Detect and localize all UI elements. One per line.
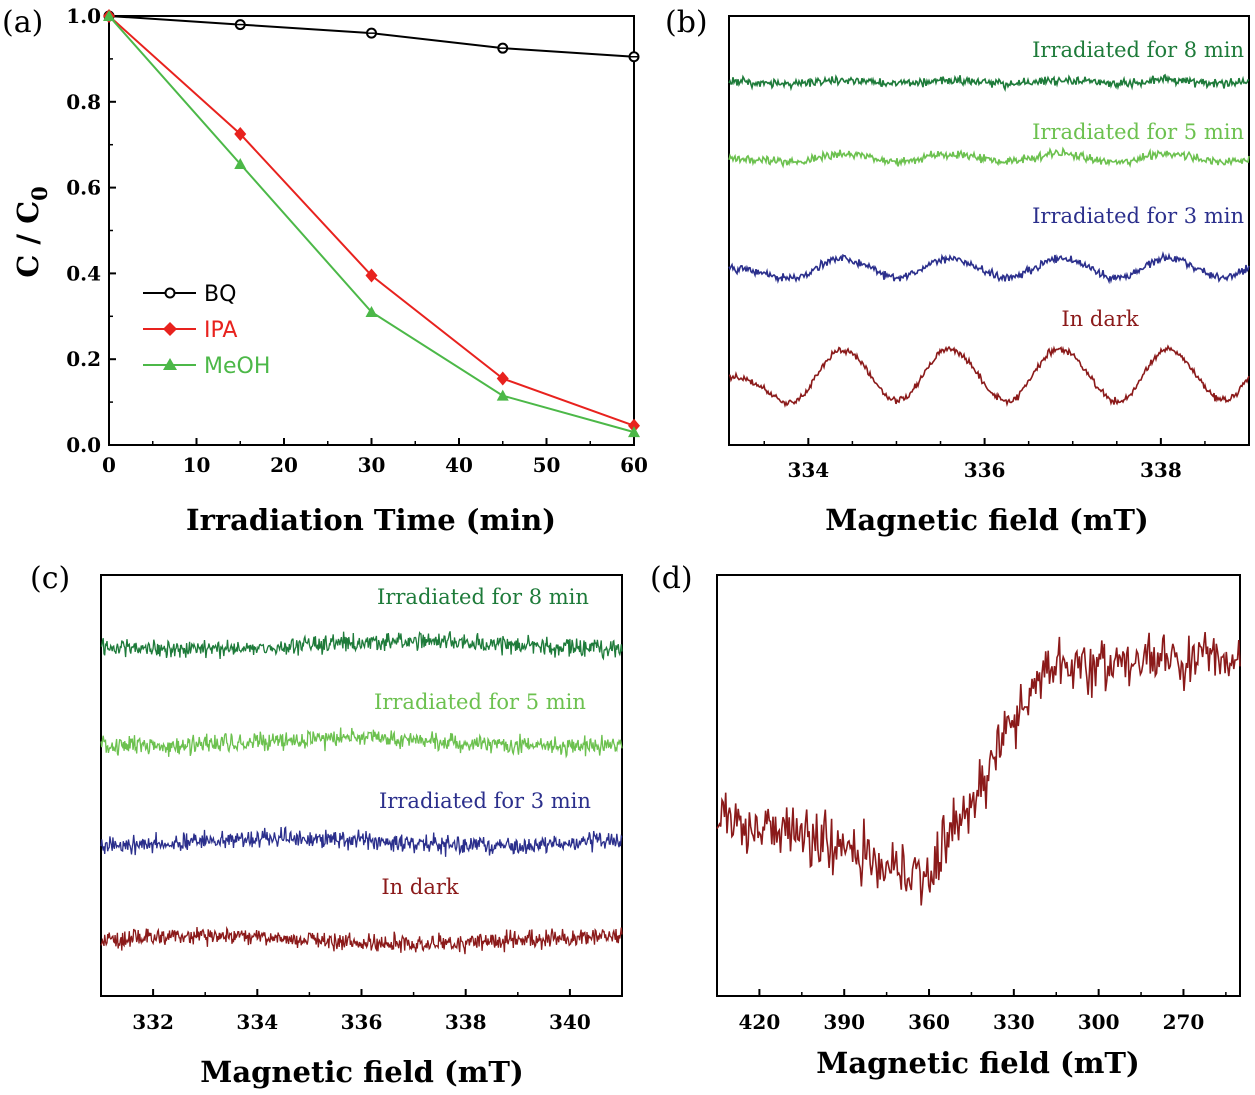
panel-c-label-dark: In dark bbox=[381, 875, 458, 899]
panel-b-label-dark: In dark bbox=[1061, 307, 1138, 331]
panel-d-frame bbox=[716, 574, 1241, 997]
legend-item-ipa: IPA bbox=[143, 318, 237, 343]
panel-a-ylabel-main: C / C bbox=[11, 201, 45, 278]
panel-a-frame bbox=[108, 15, 635, 446]
legend-marker-bq bbox=[164, 287, 176, 299]
panel-d-chart: 420 390 360 330 300 270 Magnetic field (mT) bbox=[716, 574, 1241, 1080]
panel-a-xlabel: Irradiation Time (min) bbox=[186, 503, 556, 537]
series-line-meoh bbox=[108, 15, 635, 434]
panel-c-chart: 332 334 336 338 340 Irradiated for 8 min Irr… bbox=[100, 574, 623, 1089]
panel-d-xtick-label: 270 bbox=[1163, 1010, 1205, 1034]
panel-a-ytick-label: 0.4 bbox=[66, 261, 101, 285]
panel-a-xtick-label: 10 bbox=[183, 453, 211, 477]
legend-label-meoh: MeOH bbox=[204, 354, 270, 379]
panel-a-ytick-label: 0.8 bbox=[66, 90, 101, 114]
panel-c-trace-2 bbox=[100, 826, 623, 857]
panel-c-xtick-label: 338 bbox=[445, 1010, 487, 1034]
panel-a-xtick-label: 0 bbox=[102, 453, 116, 477]
panel-b-label-8min: Irradiated for 8 min bbox=[1032, 38, 1244, 62]
panel-d-xlabel: Magnetic field (mT) bbox=[816, 1046, 1140, 1080]
panel-a-ytick-label: 1.0 bbox=[66, 4, 101, 28]
legend-marker-ipa bbox=[163, 322, 177, 336]
panel-d-xtick-label: 360 bbox=[908, 1010, 950, 1034]
panel-b-xtick-label: 334 bbox=[787, 458, 829, 482]
panel-c-xtick-label: 340 bbox=[549, 1010, 591, 1034]
point-ipa bbox=[496, 371, 509, 386]
panel-a-xtick-label: 50 bbox=[533, 453, 561, 477]
panel-b-xlabel: Magnetic field (mT) bbox=[825, 503, 1149, 537]
panel-a-ytick-label: 0.0 bbox=[66, 433, 101, 457]
point-meoh bbox=[103, 10, 115, 21]
point-ipa bbox=[365, 268, 378, 283]
panel-b-trace-0 bbox=[728, 73, 1250, 92]
panel-b-trace-2 bbox=[728, 251, 1250, 285]
panel-c-frame bbox=[100, 574, 623, 997]
point-meoh bbox=[234, 158, 247, 170]
panel-d-xtick-label: 300 bbox=[1078, 1010, 1120, 1034]
legend-item-bq: BQ bbox=[143, 282, 236, 307]
panel-b-xtick-label: 338 bbox=[1140, 458, 1182, 482]
panel-c-xtick-label: 336 bbox=[341, 1010, 383, 1034]
panel-a-xtick-label: 60 bbox=[620, 453, 648, 477]
panel-c-label-8min: Irradiated for 8 min bbox=[377, 585, 589, 609]
panel-c-xlabel: Magnetic field (mT) bbox=[200, 1055, 524, 1089]
panel-d-xtick-label: 420 bbox=[739, 1010, 781, 1034]
legend-label-bq: BQ bbox=[204, 282, 236, 307]
legend-item-meoh: MeOH bbox=[143, 354, 270, 379]
panel-label-c: (c) bbox=[30, 561, 70, 596]
panel-c-trace-0 bbox=[100, 630, 623, 661]
panel-b-label-5min: Irradiated for 5 min bbox=[1032, 120, 1244, 144]
panel-label-a: (a) bbox=[2, 5, 43, 40]
panel-b-chart: 334 336 338 Irradiated for 8 min Irradiate… bbox=[728, 15, 1250, 537]
point-meoh bbox=[628, 426, 640, 438]
panel-d-trace bbox=[716, 632, 1241, 906]
point-meoh bbox=[365, 306, 378, 318]
legend-label-ipa: IPA bbox=[204, 318, 237, 343]
panel-label-b: (b) bbox=[665, 5, 708, 40]
panel-c-xtick-label: 332 bbox=[132, 1010, 174, 1034]
panel-a-legend: BQ IPA MeOH bbox=[143, 282, 270, 379]
panel-c-label-3min: Irradiated for 3 min bbox=[379, 789, 591, 813]
panel-d-xtick-label: 390 bbox=[823, 1010, 865, 1034]
panel-a-xtick-label: 30 bbox=[358, 453, 386, 477]
panel-d-xtick-label: 330 bbox=[993, 1010, 1035, 1034]
panel-c-trace-3 bbox=[100, 925, 623, 955]
panel-a-ytick-label: 0.2 bbox=[66, 347, 101, 371]
panel-b-xtick-label: 336 bbox=[964, 458, 1006, 482]
panel-c-label-5min: Irradiated for 5 min bbox=[374, 690, 586, 714]
panel-a-ylabel-sub: 0 bbox=[27, 186, 52, 201]
panel-a-ytick-label: 0.6 bbox=[66, 176, 101, 200]
panel-b-frame bbox=[728, 15, 1250, 446]
panel-c-trace-1 bbox=[100, 727, 623, 759]
panel-a-chart: 0 10 20 30 40 50 60 0.0 0.2 0.4 0.6 0.8 1.0 BQ IPA M… bbox=[11, 4, 648, 537]
point-ipa bbox=[234, 126, 247, 141]
panel-label-d: (d) bbox=[650, 561, 693, 596]
panel-a-xtick-label: 20 bbox=[270, 453, 298, 477]
panel-a-ylabel: C / C0 bbox=[11, 186, 52, 278]
panel-c-xtick-label: 334 bbox=[236, 1010, 278, 1034]
legend-marker-meoh bbox=[163, 358, 177, 370]
point-meoh bbox=[496, 389, 509, 401]
point-ipa bbox=[628, 418, 640, 433]
panel-b-trace-3 bbox=[728, 344, 1250, 408]
panel-b-trace-1 bbox=[728, 146, 1250, 169]
panel-a-xtick-label: 40 bbox=[445, 453, 473, 477]
panel-b-label-3min: Irradiated for 3 min bbox=[1032, 204, 1244, 228]
